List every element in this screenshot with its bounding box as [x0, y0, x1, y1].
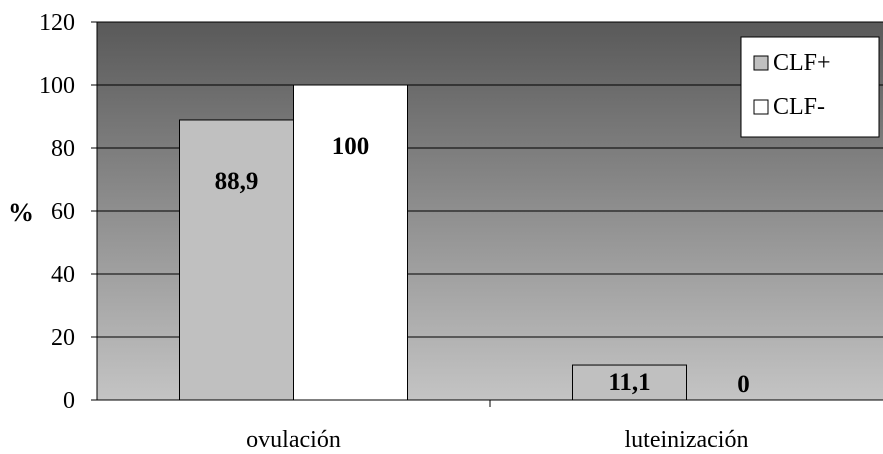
y-axis-label: % [8, 198, 34, 227]
data-labels: 88,9 100 11,1 0 [215, 133, 750, 398]
bars [179, 84, 687, 401]
y-tick-label: 100 [39, 73, 75, 99]
y-tick-label: 0 [63, 388, 75, 414]
legend-label: CLF- [773, 94, 825, 120]
data-label: 88,9 [215, 168, 259, 195]
legend-label: CLF+ [773, 50, 831, 76]
x-axis-categories: ovulación luteinización [246, 400, 748, 453]
y-tick-label: 20 [51, 325, 75, 351]
y-tick-label: 80 [51, 136, 75, 162]
y-tick-label: 40 [51, 262, 75, 288]
legend-box [740, 36, 880, 138]
legend-swatch [753, 99, 769, 115]
x-category-label: luteinización [625, 427, 749, 453]
data-label: 0 [737, 371, 750, 398]
y-tick-label: 60 [51, 199, 75, 225]
legend: CLF+ CLF- [740, 36, 880, 138]
bar [179, 119, 294, 401]
x-category-label: ovulación [246, 427, 341, 453]
data-label: 11,1 [608, 369, 650, 396]
y-tick-label: 120 [39, 10, 75, 36]
data-label: 100 [332, 133, 370, 160]
legend-swatch [753, 55, 769, 71]
y-axis-ticks: 0 20 40 60 80 100 120 [39, 10, 97, 414]
